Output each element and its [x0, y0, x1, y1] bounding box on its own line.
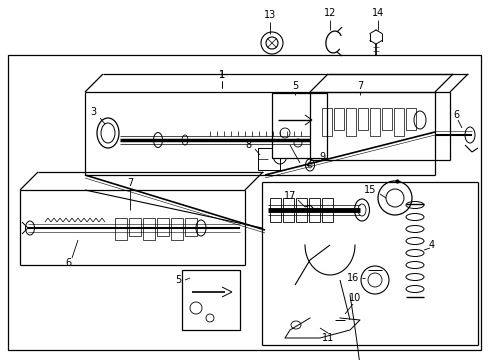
Text: 6: 6	[65, 258, 71, 268]
Text: 16: 16	[346, 273, 358, 283]
Bar	[258, 148, 280, 170]
Text: 1: 1	[219, 70, 224, 80]
Bar	[369, 108, 379, 136]
Bar	[308, 198, 319, 222]
Text: 9: 9	[318, 152, 325, 162]
Bar	[321, 108, 331, 136]
Bar	[182, 270, 240, 330]
Text: 12: 12	[323, 8, 336, 18]
Bar	[321, 198, 332, 222]
Text: 11: 11	[321, 333, 333, 343]
Text: 13: 13	[264, 10, 276, 20]
Bar	[8, 55, 480, 350]
Text: 7: 7	[126, 178, 133, 188]
Bar	[271, 93, 326, 158]
Bar	[269, 198, 281, 222]
Text: 6: 6	[452, 110, 458, 120]
Text: 8: 8	[244, 140, 250, 150]
Bar	[333, 108, 343, 130]
Bar	[171, 218, 183, 240]
Text: 2: 2	[304, 158, 310, 168]
Bar	[295, 198, 306, 222]
Text: 5: 5	[175, 275, 181, 285]
Bar	[184, 218, 197, 236]
Bar	[129, 218, 141, 236]
Bar	[393, 108, 403, 136]
Bar	[283, 198, 293, 222]
Text: 4: 4	[428, 240, 434, 250]
Text: 15: 15	[363, 185, 375, 195]
Bar	[157, 218, 169, 236]
Text: 1: 1	[219, 70, 224, 80]
Bar	[142, 218, 155, 240]
Bar	[346, 108, 355, 136]
Bar	[405, 108, 415, 130]
Text: 5: 5	[291, 81, 298, 91]
Text: 17: 17	[283, 191, 296, 201]
Bar	[381, 108, 391, 130]
Text: 7: 7	[356, 81, 363, 91]
Bar	[115, 218, 127, 240]
Text: 3: 3	[90, 107, 96, 117]
Bar	[357, 108, 367, 130]
Text: 10: 10	[348, 293, 360, 303]
Text: 14: 14	[371, 8, 384, 18]
